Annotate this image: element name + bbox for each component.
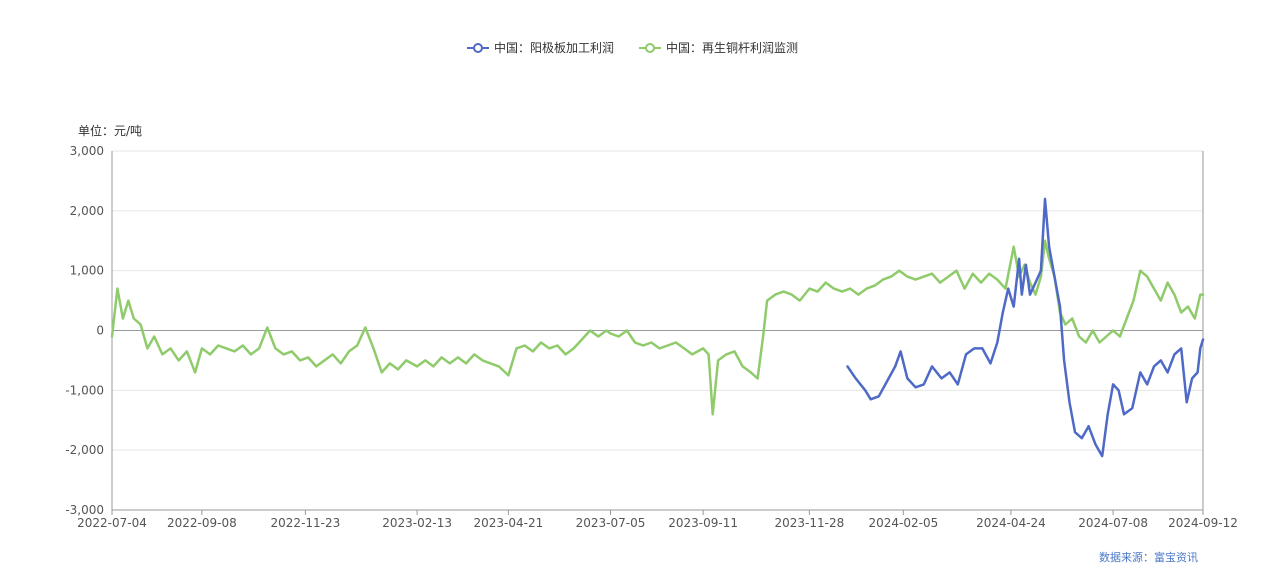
y-tick-label: 3,000 [70,144,104,158]
x-axis-ticks: 2022-07-04 2022-09-08 2022-11-23 2023-02-13… [77,510,1238,530]
legend-item-recycled-rod-profit[interactable]: 中国：再生铜杆利润监测 [639,40,798,55]
series-line-anode-profit [846,197,1205,458]
legend[interactable]: 中国：阳极板加工利润 中国：再生铜杆利润监测 [467,40,798,55]
y-tick-label: 1,000 [70,264,104,278]
x-tick-label: 2023-09-11 [668,516,738,530]
legend-label-recycled-rod-profit: 中国：再生铜杆利润监测 [666,40,798,55]
x-tick-label: 2022-11-23 [271,516,341,530]
series-line-recycled-rod-profit [110,239,1205,416]
y-tick-label: 2,000 [70,204,104,218]
unit-label: 单位：元/吨 [78,123,142,138]
x-tick-label: 2024-09-12 [1168,516,1238,530]
y-axis-ticks: 3,000 2,000 1,000 0 -1,000 -2,000 -3,000 [65,144,104,517]
y-tick-label: 0 [96,324,104,338]
legend-label-anode-profit: 中国：阳极板加工利润 [494,40,614,55]
x-tick-label: 2023-04-21 [473,516,543,530]
data-source: 数据来源：富宝资讯 [1099,551,1198,564]
legend-item-anode-profit[interactable]: 中国：阳极板加工利润 [467,40,614,55]
y-tick-label: -2,000 [65,443,104,457]
series-group [110,197,1205,458]
x-tick-label: 2022-09-08 [167,516,237,530]
x-tick-label: 2023-11-28 [774,516,844,530]
grid [112,150,1203,511]
x-tick-label: 2023-07-05 [576,516,646,530]
y-tick-label: -3,000 [65,503,104,517]
y-tick-label: -1,000 [65,383,104,397]
x-tick-label: 2024-04-24 [976,516,1046,530]
x-tick-label: 2023-02-13 [382,516,452,530]
x-tick-label: 2022-07-04 [77,516,147,530]
x-tick-label: 2024-07-08 [1078,516,1148,530]
x-tick-label: 2024-02-05 [868,516,938,530]
